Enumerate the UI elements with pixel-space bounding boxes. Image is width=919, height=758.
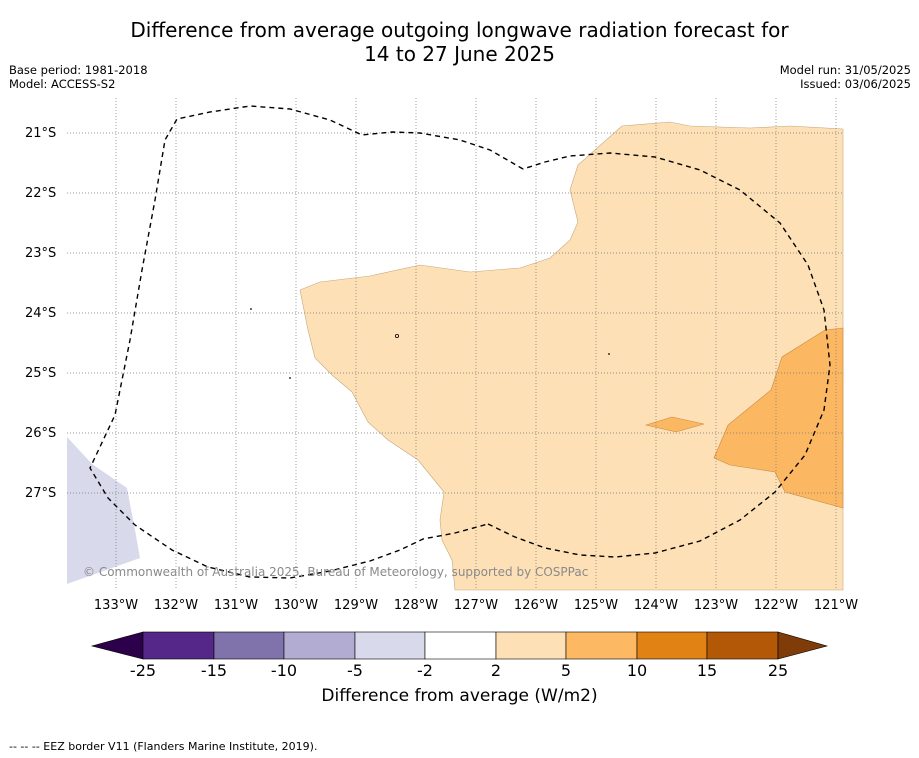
region-negative-5-to-2 [67,437,140,584]
colorbar-tick: 5 [560,661,572,680]
colorbar-tick: 25 [767,661,789,680]
title-line-1: Difference from average outgoing longwav… [130,18,789,42]
lat-label: 24°S [25,306,57,321]
lon-label: 126°W [513,598,559,613]
colorbar-tick: -2 [417,661,433,680]
lon-label: 130°W [273,598,319,613]
lat-label: 27°S [25,486,57,501]
lat-label: 23°S [25,246,57,261]
map-gridlines [67,98,843,590]
colorbar-segment [636,631,708,660]
colorbar-tick: -5 [347,661,363,680]
meta-right: Model run: 31/05/2025 Issued: 03/06/2025 [780,63,911,91]
region-positive-5-to-10-small [644,416,705,433]
chart-title: Difference from average outgoing longwav… [0,18,919,66]
lon-label: 125°W [573,598,619,613]
model-run: Model run: 31/05/2025 [779,63,911,77]
colorbar-extend-low [90,631,144,660]
colorbar-label: Difference from average (W/m2) [321,686,598,706]
base-period: Base period: 1981-2018 [9,63,148,77]
colorbar-tick: 15 [696,661,718,680]
island-marker [250,308,252,310]
lat-label: 21°S [25,126,57,141]
lon-label: 121°W [813,598,859,613]
colorbar-extend-high [777,631,829,660]
island-marker [289,377,291,379]
eez-border-west [89,105,524,579]
lat-label: 26°S [25,426,57,441]
island-marker [608,353,610,355]
colorbar [90,631,829,660]
colorbar-segment [283,631,356,660]
colorbar-segment [424,631,497,660]
lon-label: 123°W [693,598,739,613]
lat-label: 25°S [25,366,57,381]
colorbar-tick: 2 [490,661,502,680]
lon-label: 129°W [333,598,379,613]
lon-label: 128°W [393,598,439,613]
colorbar-segment [213,631,285,660]
copyright-credit: © Commonwealth of Australia 2025, Bureau… [83,565,589,579]
colorbar-segment [142,631,215,660]
colorbar-tick: -10 [270,661,298,680]
meta-left: Base period: 1981-2018 Model: ACCESS-S2 [9,63,148,91]
colorbar-segment [706,631,779,660]
colorbar-segment [354,631,426,660]
island-marker [394,333,399,338]
region-positive-2-to-5 [299,121,844,591]
model-name: Model: ACCESS-S2 [9,77,116,91]
lon-label: 131°W [213,598,259,613]
lat-label: 22°S [25,186,57,201]
issued-date: Issued: 03/06/2025 [800,77,911,91]
eez-footnote: -- -- -- EEZ border V11 (Flanders Marine… [9,740,318,753]
lon-label: 122°W [753,598,799,613]
colorbar-segment [565,631,638,660]
region-positive-5-to-10 [713,327,844,509]
lon-label: 132°W [153,598,199,613]
lon-label: 133°W [93,598,139,613]
colorbar-segment [495,631,567,660]
colorbar-tick: 10 [626,661,648,680]
title-line-2: 14 to 27 June 2025 [364,42,555,66]
colorbar-tick: -15 [200,661,228,680]
lon-label: 127°W [453,598,499,613]
lon-label: 124°W [633,598,679,613]
colorbar-tick: -25 [129,661,157,680]
